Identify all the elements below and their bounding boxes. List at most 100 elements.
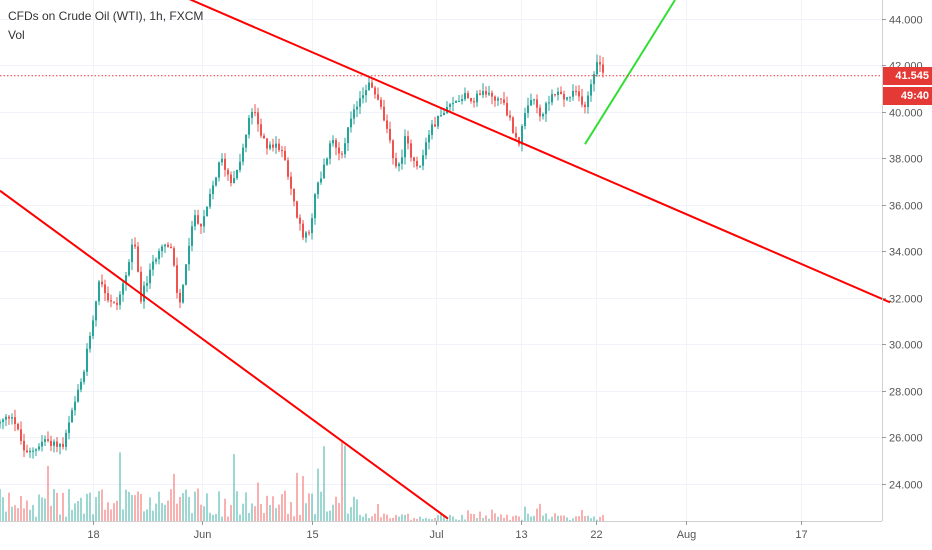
candle-body bbox=[527, 105, 529, 114]
volume-bar bbox=[398, 516, 400, 521]
candle-body bbox=[194, 215, 196, 227]
candle-body bbox=[59, 443, 61, 447]
volume-bar bbox=[281, 494, 283, 521]
volume-bar bbox=[155, 503, 157, 521]
candle-body bbox=[497, 98, 499, 101]
volume-bar bbox=[458, 519, 460, 521]
volume-bar bbox=[305, 503, 307, 521]
candle-body bbox=[242, 147, 244, 162]
candle-body bbox=[53, 441, 55, 446]
candle-body bbox=[482, 91, 484, 95]
candle-body bbox=[209, 193, 211, 207]
candle-body bbox=[149, 269, 151, 284]
volume-bar bbox=[128, 491, 130, 521]
trendlines[interactable] bbox=[0, 0, 891, 520]
candle-body bbox=[311, 218, 313, 234]
volume-bar bbox=[455, 519, 457, 521]
candle-body bbox=[404, 136, 406, 158]
time-axis[interactable]: 18 Jun 15 Jul 13 22 Aug 17 bbox=[87, 521, 808, 541]
volume-bar bbox=[260, 503, 262, 521]
candle-body bbox=[266, 138, 268, 149]
y-tick-label: 34.000 bbox=[889, 247, 923, 259]
candle-body bbox=[365, 90, 367, 96]
candle-body bbox=[236, 169, 238, 179]
volume-bar bbox=[602, 515, 604, 521]
y-tick-label: 28.000 bbox=[889, 387, 923, 399]
volume-bar bbox=[539, 503, 541, 521]
candle-body bbox=[176, 265, 178, 293]
candle-body bbox=[347, 127, 349, 144]
candle-body bbox=[290, 176, 292, 189]
candle-body bbox=[227, 169, 229, 175]
volume-bar bbox=[524, 506, 526, 521]
volume-bar bbox=[200, 504, 202, 521]
candle-body bbox=[581, 96, 583, 105]
candle-body bbox=[0, 422, 1, 424]
volume-bar bbox=[269, 504, 271, 521]
candle-body bbox=[254, 111, 256, 113]
volume-bar bbox=[572, 518, 574, 521]
candle-body bbox=[431, 124, 433, 135]
volume-bar bbox=[470, 513, 472, 521]
candle-body bbox=[554, 94, 556, 96]
candle-body bbox=[41, 441, 43, 447]
volume-bar bbox=[554, 513, 556, 521]
volume-bar bbox=[317, 468, 319, 521]
candle-body bbox=[65, 432, 67, 447]
candle-body bbox=[362, 95, 364, 99]
candle-body bbox=[122, 283, 124, 295]
volume-bar bbox=[197, 488, 199, 521]
candle-body bbox=[323, 164, 325, 179]
volume-bar bbox=[323, 446, 325, 521]
candle-body bbox=[185, 264, 187, 285]
volume-bar bbox=[95, 497, 97, 521]
candlesticks bbox=[0, 54, 604, 459]
symbol-title[interactable]: CFDs on Crude Oil (WTI), 1h, FXCM bbox=[8, 9, 204, 23]
candle-body bbox=[380, 99, 382, 107]
volume-bar bbox=[65, 516, 67, 521]
candle-body bbox=[578, 91, 580, 97]
volume-bar bbox=[83, 513, 85, 521]
candle-body bbox=[287, 160, 289, 177]
volume-bar bbox=[299, 514, 301, 521]
volume-bar bbox=[206, 493, 208, 521]
candle-body bbox=[434, 124, 436, 127]
volume-bar bbox=[8, 492, 10, 521]
volume-indicator-label[interactable]: Vol bbox=[8, 28, 25, 42]
candle-body bbox=[359, 98, 361, 107]
volume-bar bbox=[56, 492, 58, 521]
candle-body bbox=[509, 115, 511, 118]
candle-body bbox=[218, 162, 220, 178]
candle-body bbox=[416, 160, 418, 167]
candle-body bbox=[47, 439, 49, 441]
candle-body bbox=[137, 246, 139, 272]
price-axis[interactable]: 24.000 26.000 28.000 30.000 32.000 34.000 36.0… bbox=[882, 15, 923, 492]
candle-body bbox=[329, 143, 331, 159]
candle-body bbox=[485, 91, 487, 95]
candle-body bbox=[296, 201, 298, 218]
candle-body bbox=[2, 419, 4, 423]
candle-body bbox=[506, 102, 508, 116]
volume-bar bbox=[248, 512, 250, 521]
volume-bar bbox=[491, 509, 493, 521]
volume-bar bbox=[194, 491, 196, 521]
candle-body bbox=[584, 104, 586, 108]
volume-bar bbox=[224, 498, 226, 521]
candle-body bbox=[23, 440, 25, 451]
volume-bar bbox=[428, 518, 430, 521]
candle-body bbox=[74, 401, 76, 411]
bar-countdown-tag: 49:40 bbox=[883, 86, 932, 105]
volume-bar bbox=[509, 519, 511, 521]
candle-body bbox=[599, 62, 601, 65]
candle-body bbox=[389, 128, 391, 141]
candle-body bbox=[272, 144, 274, 148]
candle-body bbox=[188, 245, 190, 265]
volume-bar bbox=[407, 513, 409, 521]
volume-bar bbox=[239, 514, 241, 521]
volume-bar bbox=[431, 519, 433, 521]
volume-bar bbox=[485, 515, 487, 521]
chart-legend: CFDs on Crude Oil (WTI), 1h, FXCM Vol bbox=[8, 7, 203, 45]
candle-body bbox=[533, 99, 535, 101]
candle-body bbox=[158, 251, 160, 260]
